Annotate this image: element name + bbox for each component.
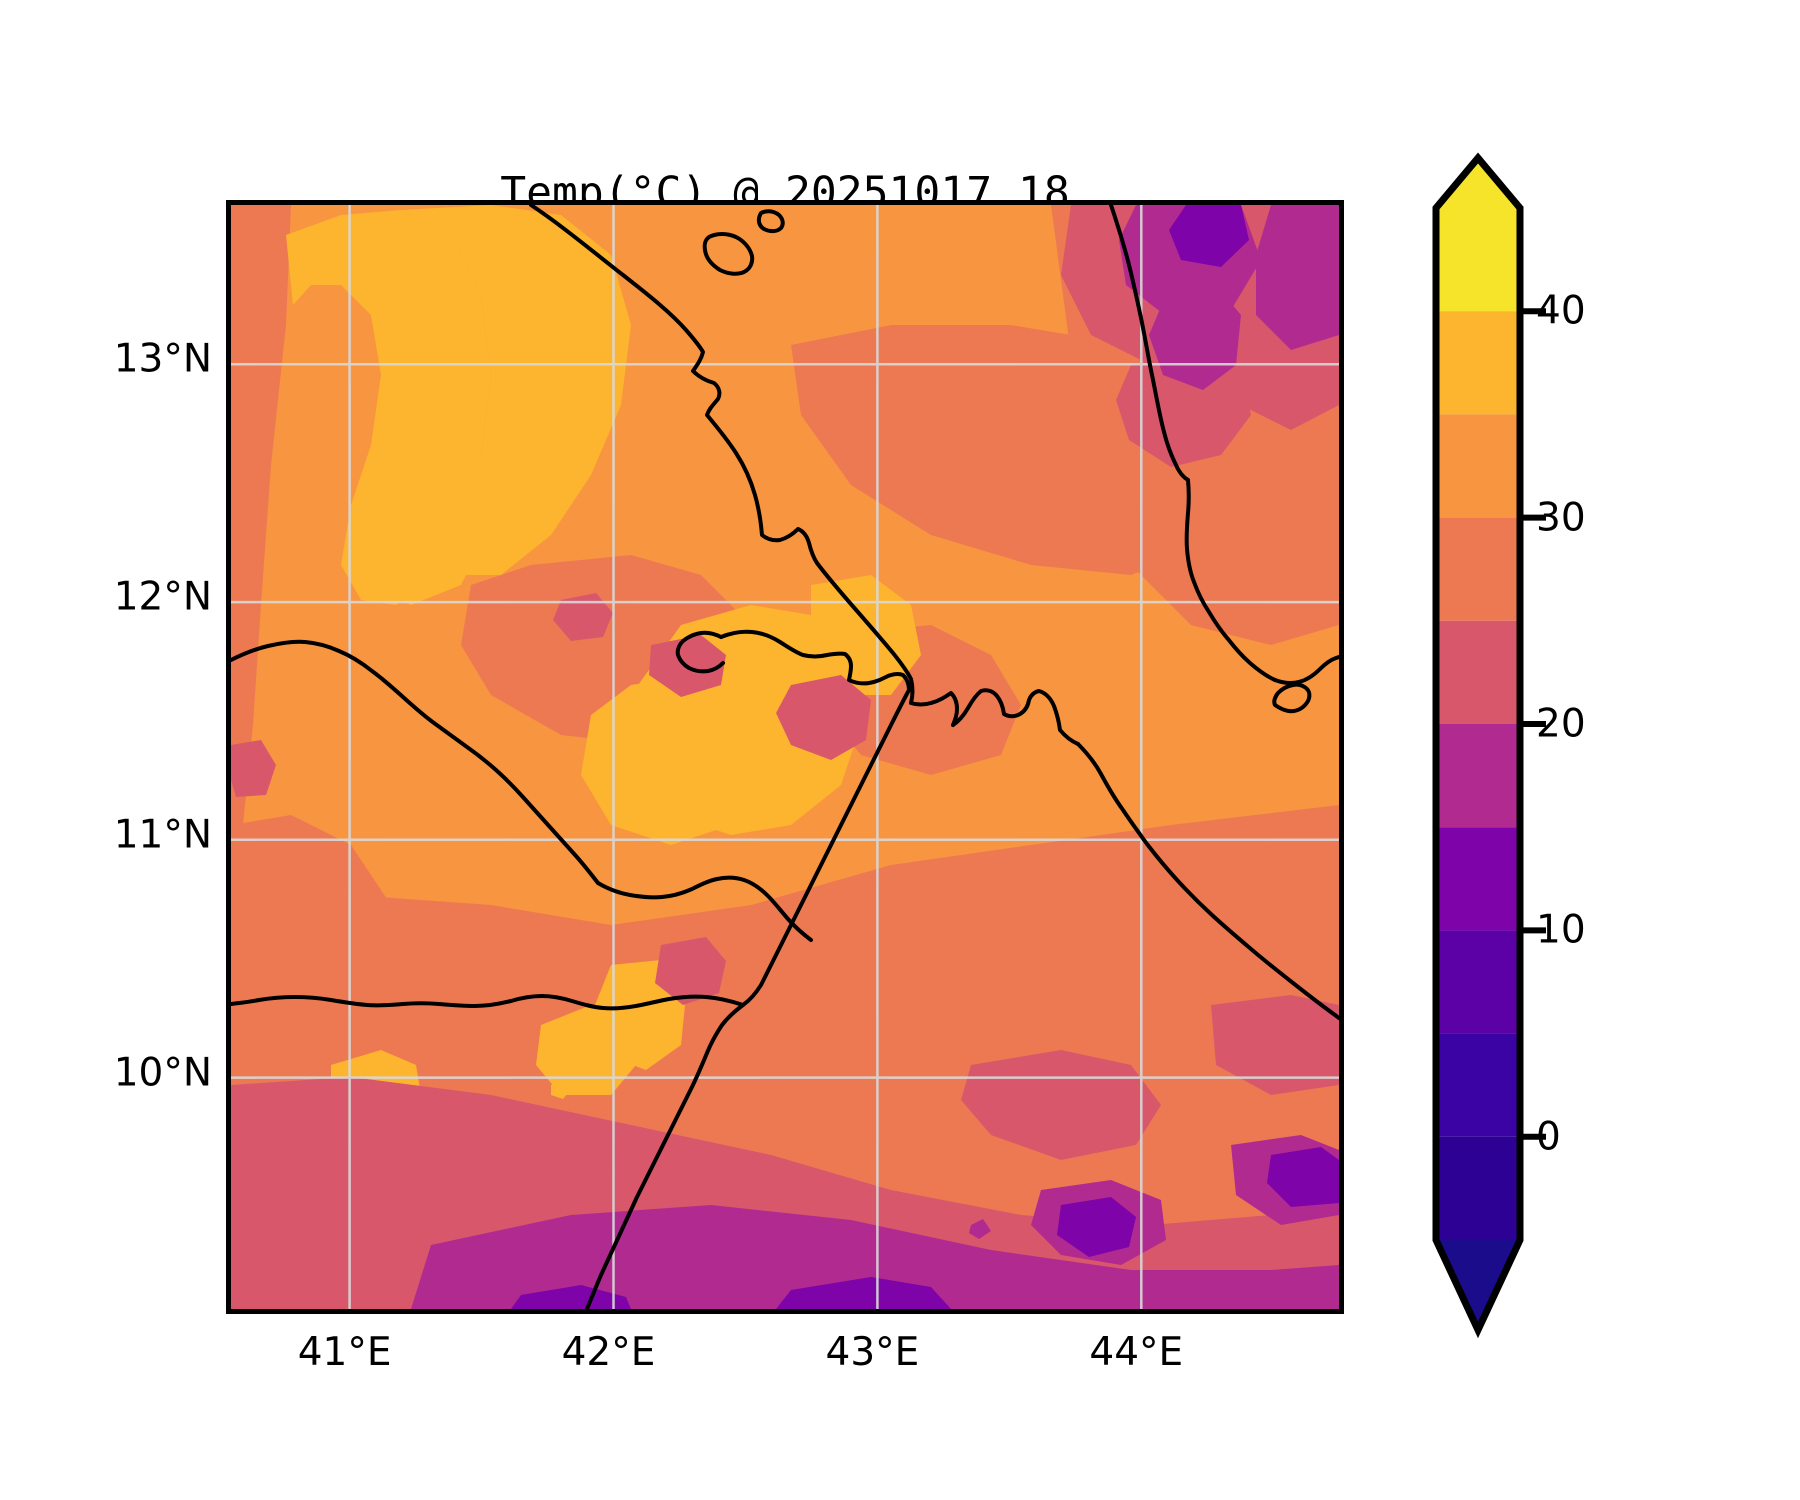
xtick-41E: 41°E xyxy=(297,1330,392,1375)
colorbar-outline xyxy=(1432,152,1524,1339)
contour-band-20-25 xyxy=(553,593,613,641)
colorbar-swatches xyxy=(1432,152,1546,1339)
contour-band-15-20 xyxy=(1256,205,1339,350)
contour-band-15-20 xyxy=(631,1245,1091,1309)
map-gridlines xyxy=(231,205,1339,1309)
colorbar-tick-10: 10 xyxy=(1536,907,1586,953)
contour-band-25-30 xyxy=(231,1015,851,1145)
contour-speckle xyxy=(969,1219,991,1239)
colorbar-tick-marks xyxy=(1520,308,1546,1140)
colorbar-tick-20: 20 xyxy=(1536,701,1586,747)
contour-band-35-40 xyxy=(401,205,631,575)
contour-fill-group xyxy=(231,205,1339,1309)
map-axes xyxy=(226,200,1344,1314)
contour-band-35-40 xyxy=(356,435,491,605)
contour-band-10-15 xyxy=(1267,1147,1339,1207)
xtick-42E: 42°E xyxy=(561,1330,656,1375)
ytick-13N: 13°N xyxy=(113,336,212,382)
colorbar-bands xyxy=(1436,158,1520,1330)
colorbar-tick-0: 0 xyxy=(1536,1114,1561,1160)
contour-band-35-40 xyxy=(581,675,761,845)
coastline-borders xyxy=(231,205,1339,1309)
contour-band-10-15 xyxy=(1057,1197,1136,1257)
ytick-10N: 10°N xyxy=(113,1050,212,1096)
contour-speckle xyxy=(551,1079,571,1099)
contour-band-25-30 xyxy=(231,205,291,905)
contour-band-20-25 xyxy=(1211,995,1339,1095)
contour-band-20-25 xyxy=(655,937,726,1005)
ytick-11N: 11°N xyxy=(113,812,212,858)
contour-band-35-40 xyxy=(811,575,921,695)
temperature-contour-map xyxy=(231,205,1339,1309)
contour-band-20-25 xyxy=(1116,350,1251,467)
colorbar: 40 30 20 10 0 xyxy=(1424,150,1754,1350)
colorbar-tick-30: 30 xyxy=(1536,495,1586,541)
ytick-12N: 12°N xyxy=(113,574,212,620)
xtick-44E: 44°E xyxy=(1089,1330,1184,1375)
contour-band-10-15 xyxy=(776,1277,951,1309)
contour-band-10-15 xyxy=(511,1285,631,1309)
contour-band-10-15 xyxy=(1169,205,1249,267)
contour-band-20-25 xyxy=(231,740,276,797)
xtick-43E: 43°E xyxy=(825,1330,920,1375)
contour-band-20-25 xyxy=(776,675,871,760)
colorbar-tick-40: 40 xyxy=(1536,288,1586,334)
